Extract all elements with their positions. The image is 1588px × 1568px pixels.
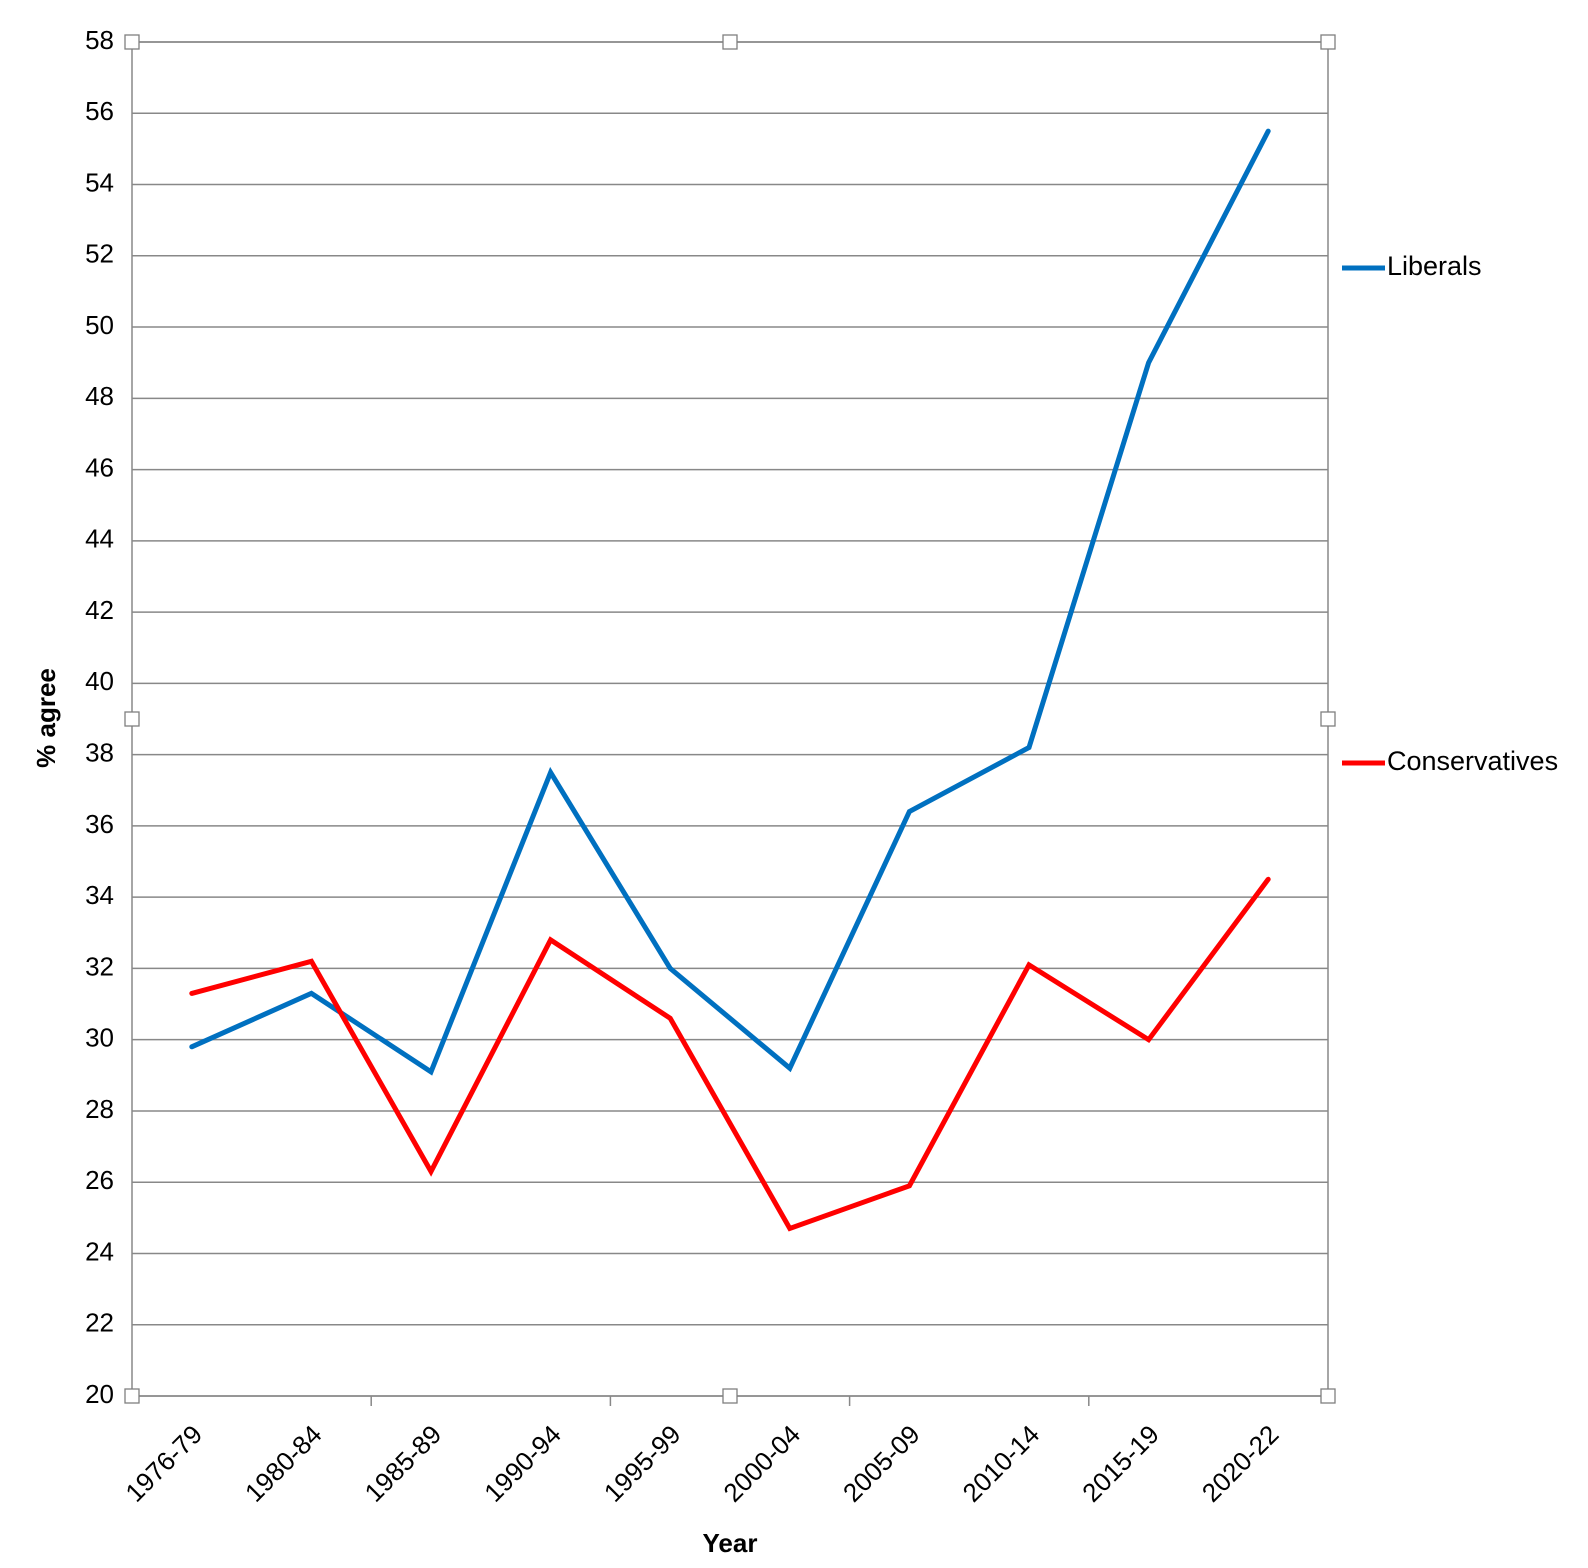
x-axis-title: Year [703,1528,758,1558]
resize-handle[interactable] [124,34,140,50]
plot-frame [131,41,1329,1397]
x-tick-label: 1990-94 [478,1419,567,1508]
y-tick-label: 28 [85,1094,114,1124]
resize-handle[interactable] [1320,1388,1336,1404]
series-lines [189,128,1271,1232]
y-tick-label: 48 [85,381,114,411]
y-tick-label: 52 [85,239,114,269]
y-tick-label: 30 [85,1023,114,1053]
y-tick-label: 32 [85,951,114,981]
x-tick-label: 1995-99 [598,1419,687,1508]
y-tick-label: 36 [85,809,114,839]
y-tick-label: 46 [85,452,114,482]
y-tick-label: 42 [85,595,114,625]
selection-handles[interactable] [124,34,1336,1404]
y-tick-label: 26 [85,1165,114,1195]
y-axis-ticks: 20 22 24 26 28 30 32 34 36 38 40 42 44 46 48 50 52 54 56 58 [85,25,114,1409]
x-tick-label: 2015-19 [1076,1419,1165,1508]
resize-handle[interactable] [124,1388,140,1404]
legend-label-liberals: Liberals [1387,251,1482,281]
resize-handle[interactable] [1320,711,1336,727]
y-tick-label: 24 [85,1236,114,1266]
y-tick-label: 34 [85,880,114,910]
y-tick-label: 50 [85,310,114,340]
resize-handle[interactable] [124,711,140,727]
x-tick-label: 2005-09 [837,1419,926,1508]
x-tick-label: 2020-22 [1196,1419,1285,1508]
x-tick-label: 1985-89 [359,1419,448,1508]
y-tick-label: 56 [85,96,114,126]
gridlines [132,41,1328,1397]
y-tick-label: 20 [85,1379,114,1409]
x-tick-label: 1980-84 [239,1419,328,1508]
y-tick-label: 40 [85,666,114,696]
resize-handle[interactable] [722,34,738,50]
x-tick-label: 1976-79 [119,1419,208,1508]
y-tick-label: 38 [85,738,114,768]
x-tick-label: 2010-14 [957,1419,1046,1508]
y-tick-label: 22 [85,1308,114,1338]
resize-handle[interactable] [722,1388,738,1404]
x-tick-label: 2000-04 [717,1419,806,1508]
x-axis-ticks: 1976-79 1980-84 1985-89 1990-94 1995-99 2000-… [119,1396,1284,1508]
resize-handle[interactable] [1320,34,1336,50]
series-line-conservatives [189,876,1271,1232]
y-tick-label: 58 [85,25,114,55]
legend: Liberals Conservatives [1342,251,1558,776]
series-line-liberals [189,128,1271,1076]
plot-area-border [131,41,1329,1397]
y-axis-title: % agree [31,668,61,768]
y-tick-label: 54 [85,167,114,197]
y-tick-label: 44 [85,524,114,554]
legend-label-conservatives: Conservatives [1387,746,1558,776]
